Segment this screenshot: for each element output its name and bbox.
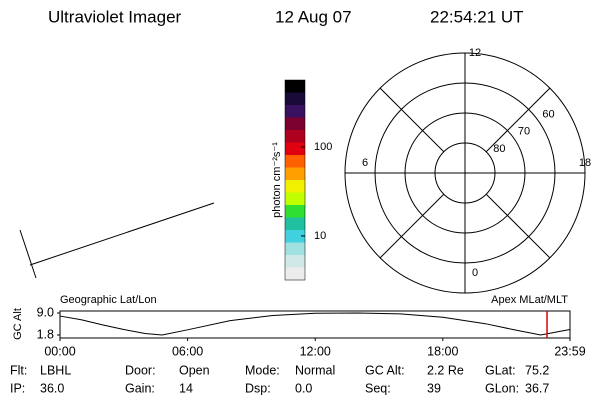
colorbar-band bbox=[285, 105, 305, 118]
info-label: Door: bbox=[125, 363, 156, 377]
time: 22:54:21 UT bbox=[430, 7, 524, 26]
info-value: 0.0 bbox=[295, 381, 312, 395]
x-tick-label: 23:59 bbox=[554, 344, 585, 358]
colorbar-band bbox=[285, 192, 305, 206]
plot-frame bbox=[59, 310, 571, 339]
y-tick-label: 1.8 bbox=[37, 327, 54, 341]
polar-diagonal bbox=[485, 87, 551, 153]
y-axis-label: GC Alt bbox=[12, 308, 24, 340]
info-value: 14 bbox=[179, 381, 193, 395]
colorbar-label: photon cm⁻²s⁻¹ bbox=[271, 142, 283, 218]
altitude-curve bbox=[59, 312, 571, 336]
info-label: GLon: bbox=[485, 381, 519, 395]
colorbar-band bbox=[285, 217, 305, 231]
colorbar-band bbox=[285, 167, 305, 181]
info-value: 36.0 bbox=[40, 381, 64, 395]
info-label: Dsp: bbox=[245, 381, 271, 395]
mlt-label: 6 bbox=[362, 157, 368, 169]
info-label: Mode: bbox=[245, 363, 280, 377]
colorbar-band bbox=[285, 180, 305, 193]
info-label: Gain: bbox=[125, 381, 155, 395]
colorbar-band bbox=[285, 80, 305, 93]
lat-label: 80 bbox=[493, 143, 505, 155]
lat-label: 70 bbox=[518, 126, 530, 138]
polar-diagonal bbox=[379, 193, 445, 259]
info-value: Open bbox=[179, 363, 210, 377]
right-label: Apex MLat/MLT bbox=[491, 294, 568, 306]
info-label: GLat: bbox=[485, 363, 516, 377]
image-track bbox=[19, 202, 215, 279]
colorbar-band bbox=[285, 142, 305, 156]
info-label: Flt: bbox=[10, 363, 27, 377]
date: 12 Aug 07 bbox=[275, 7, 352, 26]
colorbar-band bbox=[285, 267, 305, 281]
polar-diagonal bbox=[379, 87, 445, 153]
colorbar-band bbox=[285, 230, 305, 243]
x-tick-label: 06:00 bbox=[172, 344, 203, 358]
colorbar-band bbox=[285, 130, 305, 143]
x-tick-label: 00:00 bbox=[44, 344, 75, 358]
colorbar-band bbox=[285, 205, 305, 218]
info-value: 75.2 bbox=[525, 363, 549, 377]
mlt-label: 12 bbox=[469, 47, 481, 59]
mlt-label: 18 bbox=[579, 157, 591, 169]
left-label: Geographic Lat/Lon bbox=[60, 294, 157, 306]
mlt-label: 0 bbox=[472, 267, 478, 279]
polar-diagonal bbox=[485, 193, 551, 259]
lat-label: 60 bbox=[542, 108, 554, 120]
colorbar-band bbox=[285, 92, 305, 106]
info-label: Seq: bbox=[365, 381, 391, 395]
colorbar-band bbox=[285, 242, 305, 256]
info-label: GC Alt: bbox=[365, 363, 405, 377]
info-value: 39 bbox=[427, 381, 441, 395]
colorbar-band bbox=[285, 117, 305, 131]
colorbar-tick-label: 10 bbox=[314, 230, 326, 242]
colorbar-band bbox=[285, 155, 305, 168]
info-value: 36.7 bbox=[525, 381, 549, 395]
colorbar-frame bbox=[284, 79, 306, 281]
x-tick-label: 18:00 bbox=[427, 344, 458, 358]
info-value: Normal bbox=[295, 363, 335, 377]
colorbar-band bbox=[285, 255, 305, 268]
x-tick-label: 12:00 bbox=[300, 344, 331, 358]
info-label: IP: bbox=[10, 381, 25, 395]
title: Ultraviolet Imager bbox=[48, 7, 182, 26]
colorbar-tick-label: 100 bbox=[314, 141, 332, 153]
info-value: 2.2 Re bbox=[427, 363, 464, 377]
y-tick-label: 9.0 bbox=[37, 305, 54, 319]
info-value: LBHL bbox=[40, 363, 71, 377]
